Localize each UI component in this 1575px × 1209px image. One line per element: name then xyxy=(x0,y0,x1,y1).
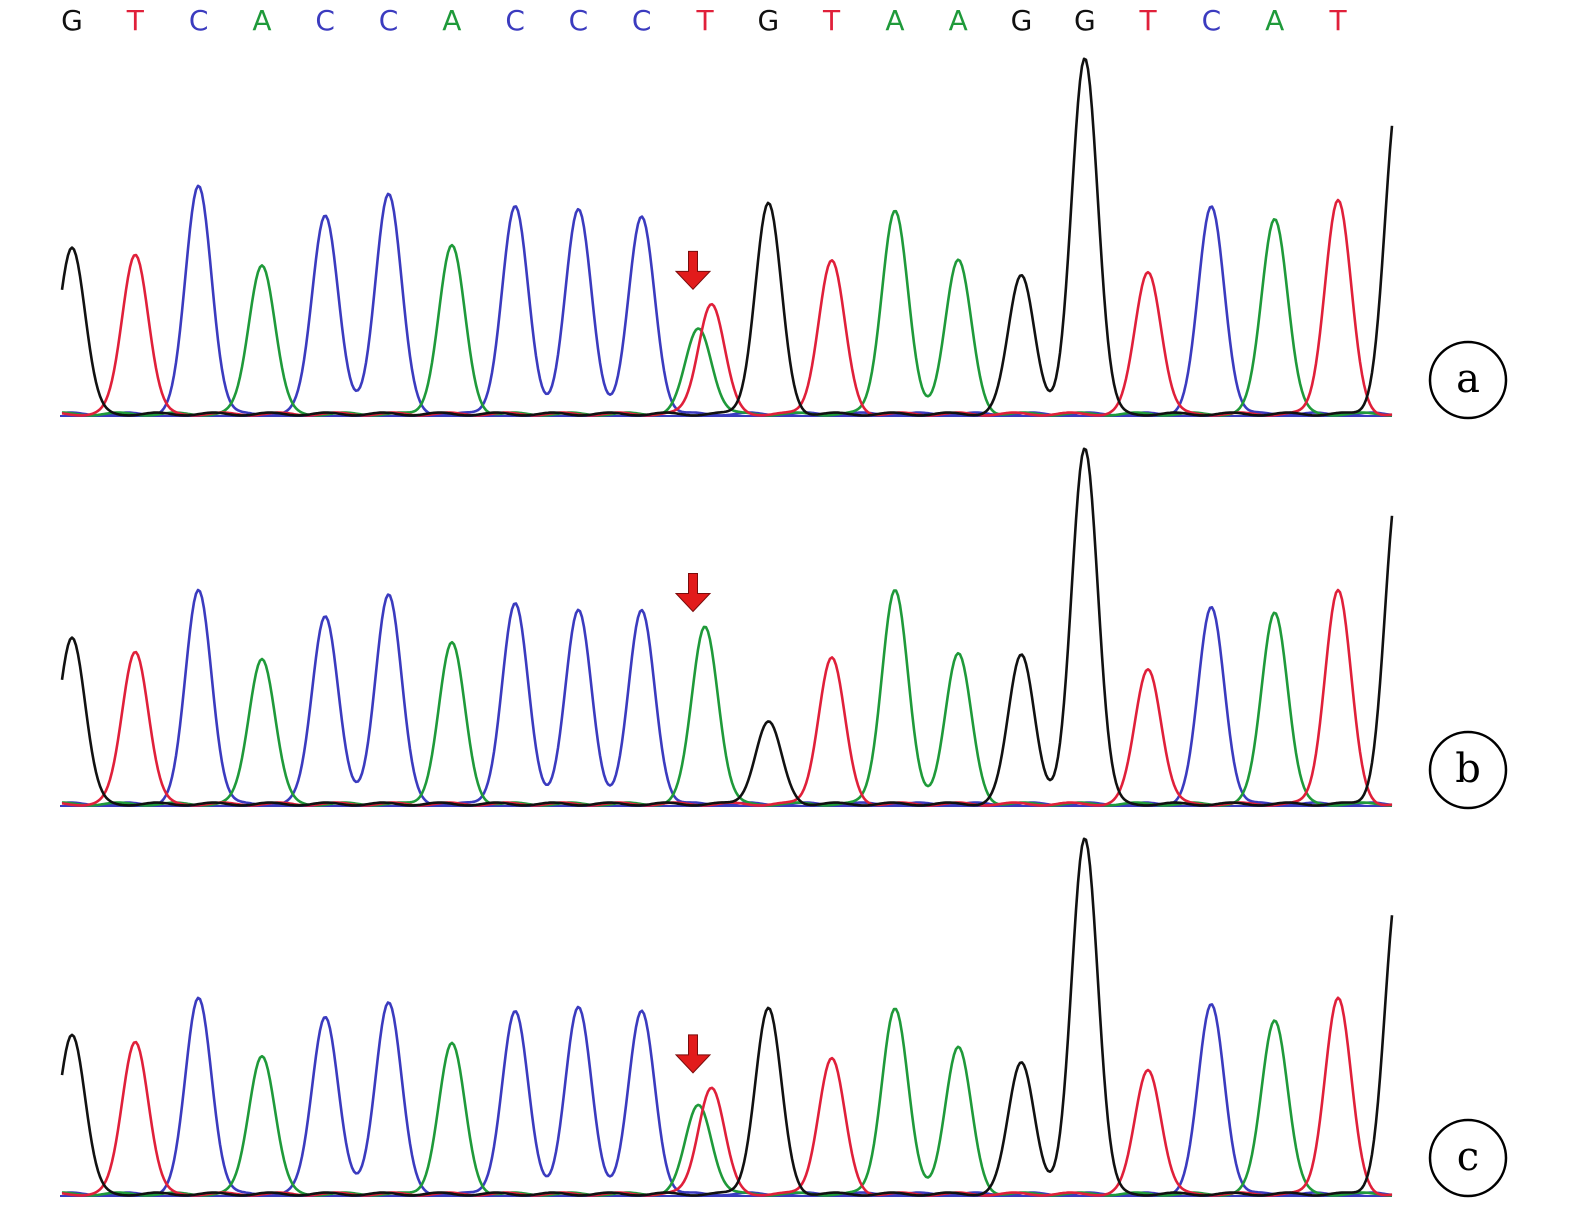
chromatogram-panel-b: b xyxy=(60,447,1508,810)
trace-G xyxy=(60,57,1394,417)
panel-label: c xyxy=(1457,1134,1479,1180)
chromatogram-panel-a: a xyxy=(60,57,1508,420)
panel-label-circle xyxy=(1428,340,1508,420)
panel-label-circle xyxy=(1428,730,1508,810)
trace-A xyxy=(62,589,1392,807)
base-call-C-9: C xyxy=(632,4,652,37)
base-call-C-2: C xyxy=(189,4,209,37)
trace-C xyxy=(61,184,1393,417)
base-call-G-0: G xyxy=(61,4,83,37)
trace-T xyxy=(61,996,1393,1197)
trace-G xyxy=(60,837,1394,1197)
base-call-C-5: C xyxy=(379,4,399,37)
base-call-A-14: A xyxy=(949,4,968,37)
base-call-C-7: C xyxy=(505,4,525,37)
base-call-C-18: C xyxy=(1202,4,1222,37)
variant-arrow-icon xyxy=(674,573,712,613)
variant-arrow-icon xyxy=(674,1034,712,1074)
trace-C xyxy=(61,996,1393,1197)
base-call-A-19: A xyxy=(1265,4,1284,37)
base-call-C-8: C xyxy=(569,4,589,37)
trace-G xyxy=(60,447,1394,807)
base-call-G-11: G xyxy=(757,4,779,37)
base-call-T-12: T xyxy=(822,4,841,37)
base-call-T-1: T xyxy=(126,4,145,37)
base-call-A-6: A xyxy=(442,4,461,37)
panel-label: b xyxy=(1455,746,1481,792)
base-call-A-13: A xyxy=(885,4,904,37)
base-call-G-15: G xyxy=(1011,4,1033,37)
trace-C xyxy=(61,588,1393,807)
panel-label-circle xyxy=(1428,1118,1508,1198)
chromatogram-panels: a b c xyxy=(60,57,1508,1198)
base-call-T-10: T xyxy=(695,4,714,37)
trace-A xyxy=(62,209,1392,417)
variant-arrow-icon xyxy=(674,250,712,291)
base-call-T-17: T xyxy=(1139,4,1158,37)
trace-T xyxy=(61,588,1393,807)
base-call-T-20: T xyxy=(1328,4,1347,37)
panel-label: a xyxy=(1456,356,1480,402)
base-call-G-16: G xyxy=(1074,4,1096,37)
base-call-A-3: A xyxy=(252,4,271,37)
base-call-C-4: C xyxy=(315,4,335,37)
chromatogram-panel-c: c xyxy=(60,837,1508,1198)
trace-T xyxy=(61,198,1393,417)
trace-A xyxy=(62,1007,1392,1197)
